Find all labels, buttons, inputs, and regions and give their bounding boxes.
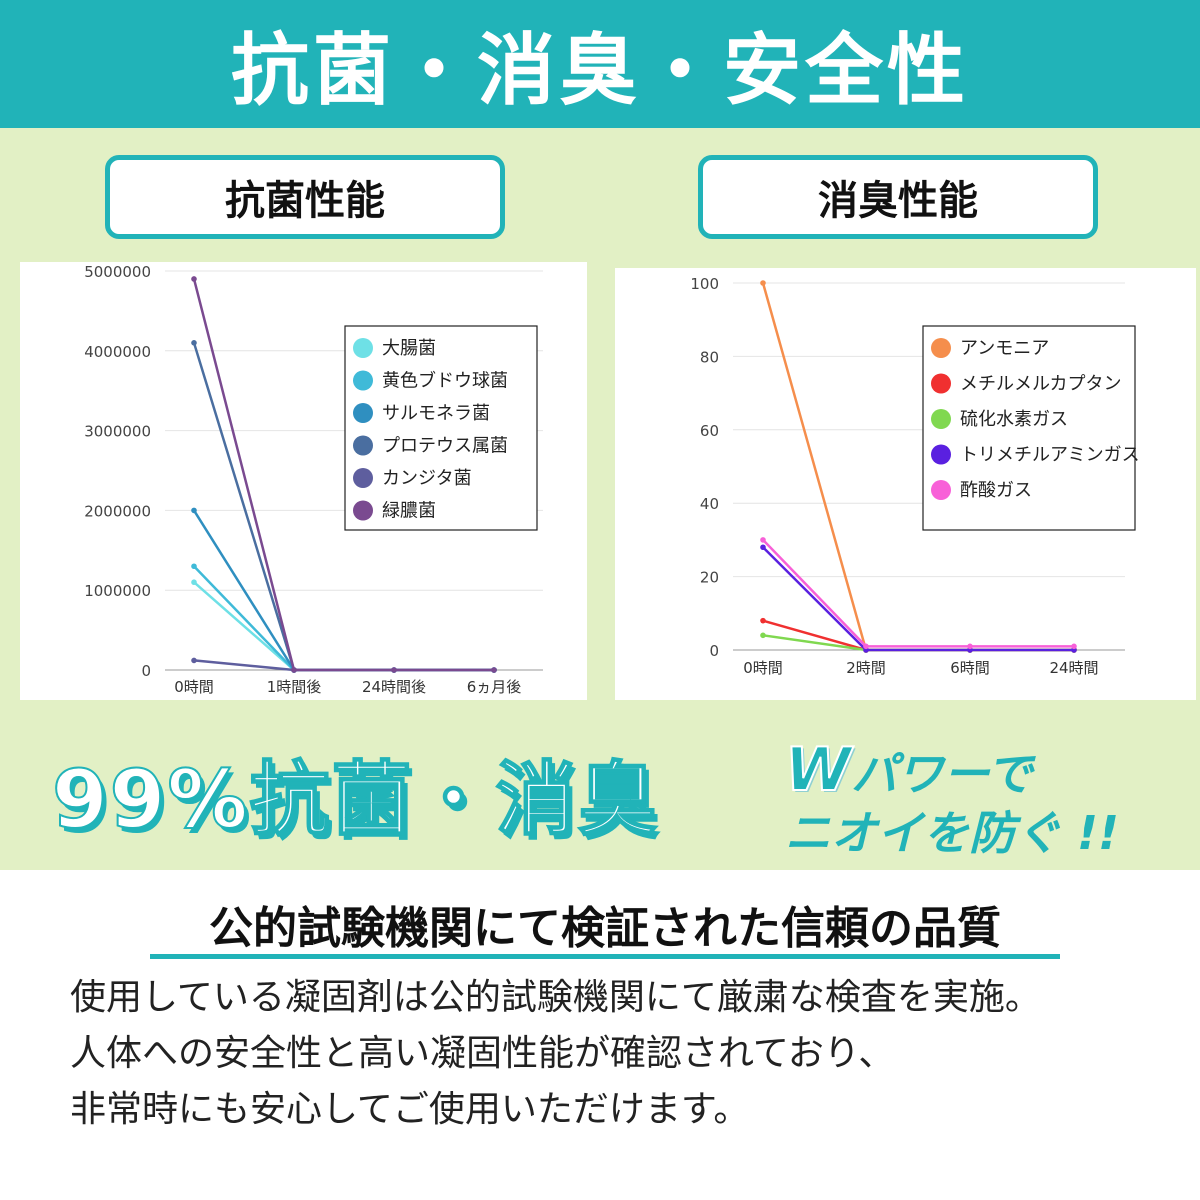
- page-title: 抗菌・消臭・安全性: [230, 26, 969, 116]
- series-line: [762, 546, 1074, 652]
- legend-swatch: [353, 435, 373, 456]
- series-line: [762, 539, 1074, 648]
- data-point: [760, 632, 766, 639]
- y-tick-label: 2000000: [84, 502, 151, 520]
- data-point: [191, 563, 197, 570]
- legend-swatch: [353, 338, 373, 358]
- antibacterial-label: 抗菌性能: [105, 155, 505, 239]
- x-tick-label: 24時間後: [362, 678, 426, 696]
- quality-line: 非常時にも安心してご使用いただけます。: [70, 1089, 750, 1130]
- w-letter: W: [784, 734, 852, 806]
- data-point: [967, 643, 973, 650]
- legend-swatch: [353, 468, 373, 488]
- x-tick-label: 0時間: [743, 659, 783, 677]
- data-point: [191, 507, 197, 514]
- y-tick-label: 4000000: [84, 343, 151, 361]
- data-point: [760, 544, 766, 551]
- y-tick-label: 0: [141, 662, 151, 680]
- data-point: [760, 537, 766, 543]
- legend-label: カンジタ菌: [382, 468, 472, 489]
- w-power-tagline: Wパワーで ニオイを防ぐ !!: [784, 734, 1185, 863]
- y-tick-label: 5000000: [84, 263, 151, 281]
- y-tick-label: 80: [700, 348, 719, 366]
- legend-box: [922, 325, 1136, 531]
- y-tick-label: 40: [700, 495, 719, 513]
- legend-swatch: [353, 370, 373, 391]
- legend-label: 酢酸ガス: [960, 480, 1032, 501]
- legend-label: 大腸菌: [382, 338, 436, 359]
- data-point: [191, 657, 197, 664]
- data-point: [1071, 643, 1077, 650]
- legend-label: 緑膿菌: [382, 501, 436, 522]
- series-line: [193, 581, 494, 672]
- y-tick-label: 60: [700, 422, 719, 440]
- quality-description: 使用している凝固剤は公的試験機関にて厳粛な検査を実施。 人体への安全性と高い凝固…: [70, 970, 1170, 1138]
- legend-label: トリメチルアミンガス: [960, 445, 1140, 466]
- quality-line: 人体への安全性と高い凝固性能が確認されており、: [70, 1033, 895, 1074]
- data-point: [291, 667, 297, 673]
- quality-line: 使用している凝固剤は公的試験機関にて厳粛な検査を実施。: [70, 977, 1041, 1018]
- y-tick-label: 20: [700, 569, 719, 587]
- data-point: [191, 276, 197, 282]
- deodorant-label: 消臭性能: [698, 155, 1098, 239]
- x-tick-label: 1時間後: [267, 678, 322, 696]
- data-point: [760, 280, 766, 286]
- x-tick-label: 0時間: [174, 678, 214, 696]
- legend-label: サルモネラ菌: [382, 403, 490, 424]
- legend-swatch: [931, 338, 951, 358]
- legend-swatch: [931, 444, 951, 465]
- data-point: [491, 667, 497, 673]
- y-tick-label: 0: [709, 642, 719, 660]
- legend-label: 黄色ブドウ球菌: [382, 370, 508, 392]
- series-line: [192, 278, 494, 672]
- quality-heading: 公的試験機関にて検証された信頼の品質: [150, 892, 1060, 959]
- series-line: [762, 634, 1074, 652]
- x-tick-label: 6時間: [950, 659, 990, 677]
- deodorant-chart: 0 20 40 60 80 100 0時間 2時間 6時間 24時間 アンモニアメチルメルカプタン硫…: [615, 268, 1196, 700]
- data-point: [391, 667, 397, 673]
- y-tick-label: 1000000: [84, 582, 151, 600]
- legend-swatch: [353, 403, 373, 423]
- data-point: [863, 643, 869, 650]
- legend-label: アンモニア: [960, 338, 1049, 359]
- deodorant-chart-svg: 0 20 40 60 80 100 0時間 2時間 6時間 24時間 アンモニアメチルメルカプタン硫…: [690, 275, 1140, 677]
- legend-label: メチルメルカプタン: [960, 374, 1121, 395]
- y-tick-label: 100: [690, 275, 719, 293]
- data-point: [191, 579, 197, 586]
- antibacterial-chart-svg: 0 1000000 2000000 3000000 4000000 5000000 0時間 1…: [84, 263, 543, 696]
- w-power-text: パワーで: [851, 747, 1033, 801]
- antibacterial-chart: 0 1000000 2000000 3000000 4000000 5000000 0時間 1…: [20, 262, 587, 700]
- x-tick-label: 24時間: [1049, 659, 1098, 677]
- y-tick-label: 3000000: [84, 423, 151, 441]
- top-banner: 抗菌・消臭・安全性: [0, 0, 1200, 128]
- prevent-odor-text: ニオイを防ぐ !!: [785, 806, 1119, 860]
- data-point: [191, 340, 197, 346]
- x-tick-label: 2時間: [846, 659, 886, 677]
- legend-label: プロテウス属菌: [382, 436, 508, 457]
- legend-swatch: [931, 373, 951, 394]
- antibacterial-claim: 99%抗菌・消臭: [51, 752, 660, 847]
- legend-label: 硫化水素ガス: [960, 409, 1068, 430]
- x-tick-label: 6ヵ月後: [467, 678, 522, 696]
- series-line: [193, 659, 494, 672]
- data-point: [760, 617, 766, 624]
- legend-swatch: [931, 480, 951, 500]
- legend-box: [344, 325, 538, 531]
- legend-swatch: [353, 500, 373, 521]
- legend-swatch: [931, 409, 951, 429]
